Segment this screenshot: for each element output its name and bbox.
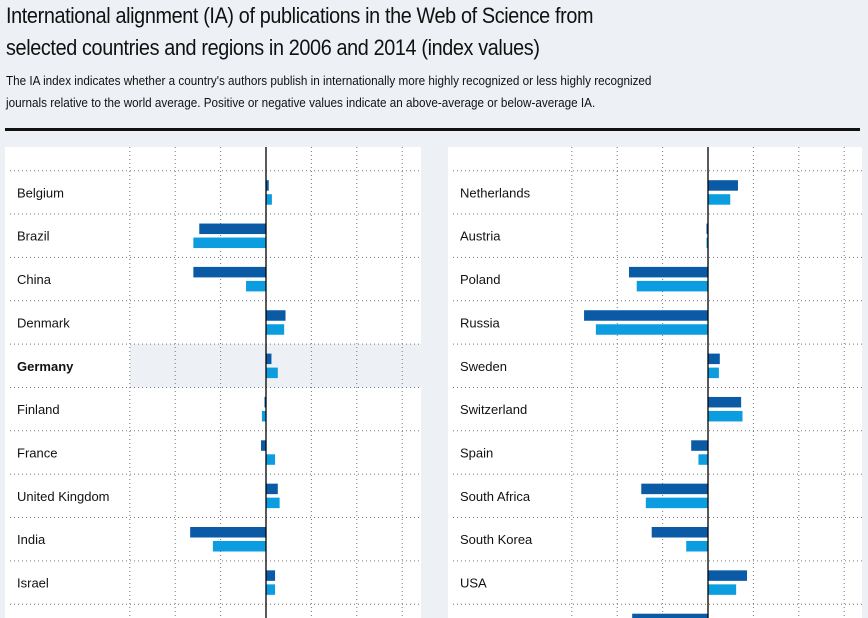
bar-2014-switzerland — [708, 410, 743, 422]
category-label: India — [17, 532, 46, 547]
category-label: Brazil — [17, 229, 50, 244]
chart-panel-2: Netherlands Austria Poland Russia Sweden Swit… — [448, 147, 862, 618]
bar-2014-china — [246, 280, 266, 292]
bar-2006-finland — [264, 396, 266, 408]
bar-2014-france — [266, 454, 276, 465]
bar-2006-poland — [629, 266, 708, 278]
highlight-band — [130, 344, 421, 388]
bar-2014-india — [212, 541, 266, 552]
category-label: USA — [460, 576, 487, 591]
bar-2014-spain — [698, 454, 708, 465]
bar-2006-united-kingdom — [266, 483, 278, 495]
bar-2014-sweden — [708, 367, 719, 379]
category-label: China — [17, 272, 52, 287]
category-label: Austria — [460, 229, 501, 244]
bar-2006-israel — [266, 570, 276, 581]
category-label: Netherlands — [460, 185, 531, 200]
bar-2014-south-korea — [686, 541, 708, 552]
bar-2006-switzerland — [708, 396, 742, 408]
bar-2006-sweden — [708, 353, 720, 365]
category-label: Switzerland — [460, 402, 527, 417]
panel-background — [448, 147, 862, 618]
bar-2014-belgium — [266, 194, 272, 205]
category-label: Israel — [17, 576, 49, 591]
bar-2014-russia — [595, 324, 708, 335]
bar-2006-india — [190, 527, 266, 538]
bar-2014-denmark — [266, 324, 285, 335]
bar-2014-usa — [708, 584, 737, 595]
chart-title: International alignment (IA) of publicat… — [6, 0, 593, 64]
bar-2006-russia — [584, 310, 708, 321]
bar-2006-netherlands — [708, 180, 738, 191]
title-line-2: selected countries and regions in 2006 a… — [6, 35, 540, 60]
category-label: South Korea — [460, 532, 533, 547]
bar-2014-united-kingdom — [266, 497, 280, 509]
category-label: Finland — [17, 402, 60, 417]
bar-2006-south-africa — [641, 483, 708, 495]
title-line-1: International alignment (IA) of publicat… — [6, 3, 594, 28]
category-label: Germany — [17, 359, 74, 374]
bar-2014-netherlands — [708, 194, 731, 205]
bar-2014-austria — [706, 237, 708, 249]
bar-2006-germany — [266, 353, 272, 365]
category-label: Spain — [460, 445, 493, 460]
bar-2006-austria — [706, 223, 708, 235]
bar-2006-belgium — [266, 180, 269, 191]
category-label: Belgium — [17, 185, 64, 200]
bar-2014-brazil — [193, 237, 266, 249]
chart-subtitle: The IA index indicates whether a country… — [6, 70, 651, 114]
category-label: South Africa — [460, 489, 531, 504]
bar-2014-israel — [266, 584, 276, 595]
subtitle-line-1: The IA index indicates whether a country… — [6, 73, 652, 88]
bar-2014-poland — [636, 280, 708, 292]
category-label: Poland — [460, 272, 500, 287]
bar-2014-south-africa — [645, 497, 708, 509]
bar-2006-france — [261, 440, 266, 451]
category-label: Russia — [460, 315, 501, 330]
bar-2006-spain — [691, 440, 708, 451]
bar-2006-south-korea — [651, 527, 708, 538]
subtitle-line-2: journals relative to the world average. … — [6, 95, 596, 110]
category-label: Denmark — [17, 315, 70, 330]
bar-2006-brazil — [199, 223, 266, 235]
category-label: United Kingdom — [17, 489, 110, 504]
bar-2006-china — [193, 266, 266, 278]
bar-2014-finland — [261, 410, 266, 422]
category-label: Sweden — [460, 359, 507, 374]
bar-2006-usa — [708, 570, 748, 581]
header-divider — [5, 128, 860, 131]
category-label: France — [17, 445, 57, 460]
bar-2014-germany — [266, 367, 278, 379]
chart-panel-1: Belgium Brazil China Denmark Germany Finland F… — [5, 147, 421, 618]
bar-2006-denmark — [266, 310, 286, 321]
bar-2006-partial — [632, 613, 708, 618]
